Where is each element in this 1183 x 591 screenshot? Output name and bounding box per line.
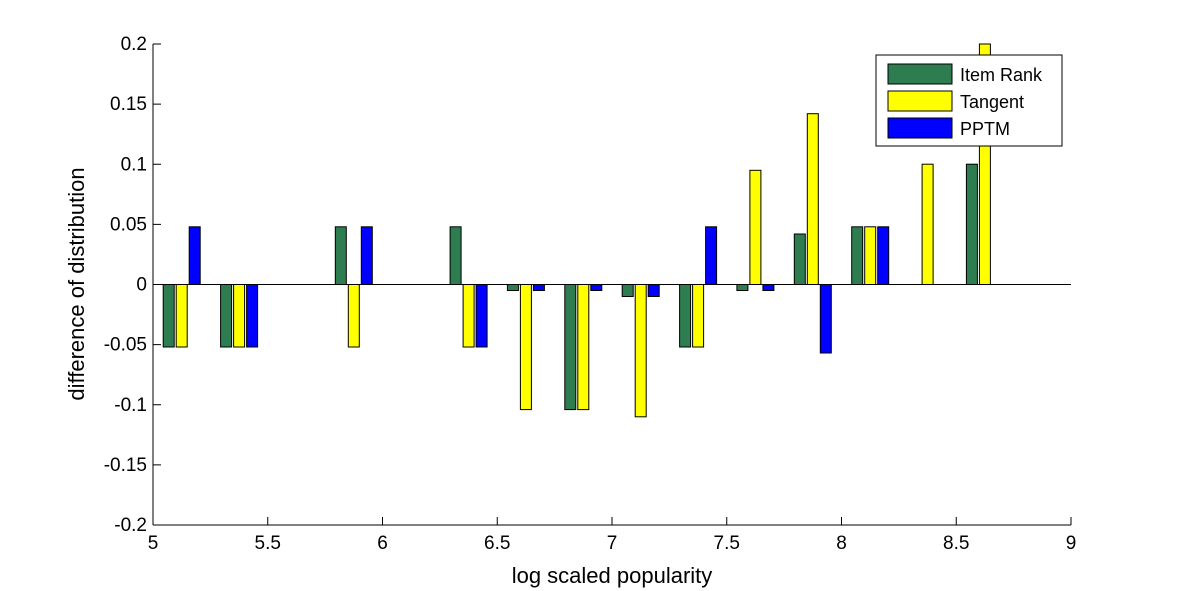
bar-item-rank-7 <box>679 284 692 348</box>
bar-item-rank-2 <box>334 226 347 286</box>
bar-pptm-4 <box>532 284 545 291</box>
bar-pptm-5 <box>590 284 603 291</box>
legend-swatch <box>887 63 953 85</box>
legend-swatch <box>887 117 953 139</box>
y-tick-label: -0.2 <box>114 515 147 536</box>
y-tick-label: -0.1 <box>114 395 147 416</box>
bar-item-rank-4 <box>506 284 519 291</box>
bar-tangent-8 <box>749 169 762 285</box>
x-tick-label: 6.5 <box>484 533 510 554</box>
x-tick-label: 7.5 <box>714 533 740 554</box>
bar-pptm-9 <box>819 284 832 354</box>
y-tick-label: 0 <box>136 275 147 296</box>
y-tick-label: 0.05 <box>110 214 147 235</box>
bar-pptm-3 <box>475 284 488 348</box>
bar-tangent-6 <box>634 284 647 418</box>
x-tick-label: 5 <box>148 533 159 554</box>
bar-tangent-2 <box>347 284 360 348</box>
bar-pptm-1 <box>246 284 259 348</box>
y-tick-label: 0.1 <box>121 154 147 175</box>
bar-item-rank-1 <box>220 284 233 348</box>
bar-item-rank-6 <box>621 284 634 297</box>
x-axis-label: log scaled popularity <box>512 563 713 588</box>
bar-tangent-5 <box>577 284 590 411</box>
legend-label: Tangent <box>960 92 1024 112</box>
legend-label: PPTM <box>960 119 1010 139</box>
bar-pptm-10 <box>877 226 890 286</box>
bar-item-rank-12 <box>965 163 978 285</box>
x-tick-label: 8 <box>836 533 847 554</box>
legend-label: Item Rank <box>960 65 1043 85</box>
y-tick-label: -0.05 <box>104 335 147 356</box>
bar-item-rank-3 <box>449 226 462 286</box>
legend: Item Rank Tangent PPTM <box>875 54 1063 147</box>
bar-tangent-9 <box>806 113 819 285</box>
bar-item-rank-0 <box>162 284 175 348</box>
x-tick-label: 8.5 <box>943 533 969 554</box>
y-tick-label: 0.2 <box>121 34 147 55</box>
legend-swatch <box>887 90 953 112</box>
bar-tangent-1 <box>233 284 246 348</box>
bar-pptm-7 <box>705 226 718 286</box>
x-tick-label: 7 <box>607 533 618 554</box>
bar-tangent-3 <box>462 284 475 348</box>
x-tick-label: 9 <box>1066 533 1077 554</box>
y-tick-label: 0.15 <box>110 94 147 115</box>
x-tick-label: 5.5 <box>255 533 281 554</box>
bar-tangent-0 <box>175 284 188 348</box>
bar-pptm-2 <box>360 226 373 286</box>
bar-tangent-11 <box>921 163 934 285</box>
bar-item-rank-8 <box>736 284 749 291</box>
bar-tangent-10 <box>864 226 877 286</box>
bar-pptm-6 <box>647 284 660 297</box>
bar-item-rank-10 <box>851 226 864 286</box>
y-axis-label: difference of distribution <box>64 167 89 400</box>
bar-tangent-4 <box>519 284 532 411</box>
bar-tangent-7 <box>692 284 705 348</box>
bar-pptm-8 <box>762 284 775 291</box>
bar-item-rank-9 <box>793 233 806 285</box>
bar-item-rank-5 <box>564 284 577 411</box>
axes-layer: 5 5.5 6 6.5 7 7.5 8 8.5 9 -0.2 -0.15 -0.1 -0.05 0 0.05… <box>104 34 1077 554</box>
bar-pptm-0 <box>188 226 201 286</box>
x-tick-label: 6 <box>377 533 388 554</box>
y-tick-label: -0.15 <box>104 455 147 476</box>
